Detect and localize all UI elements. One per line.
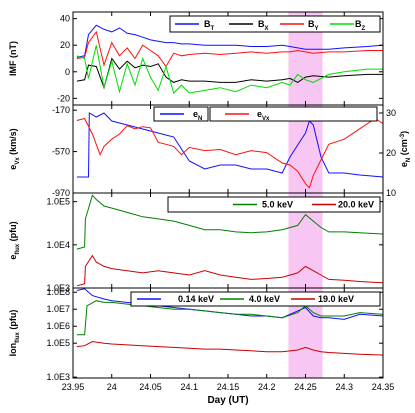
legend-box: [209, 106, 378, 122]
legend-box: [167, 196, 381, 213]
x-tick-label: 24.2: [258, 382, 276, 392]
plain-text: e: [8, 255, 18, 260]
series-line-b-y: [76, 30, 383, 68]
plain-text: 20.0 keV: [338, 200, 374, 210]
x-axis-label: Day (UT): [207, 395, 248, 406]
plain-text: B: [355, 19, 362, 29]
series-line-e-vx: [76, 117, 384, 189]
plain-text: B: [308, 19, 315, 29]
legend-label: BZ: [355, 19, 366, 32]
series-line-19-0-kev: [76, 340, 384, 356]
y-tick-label: 0: [65, 67, 70, 77]
subscript-text: N: [198, 116, 202, 122]
plain-text: 19.0 keV: [318, 294, 354, 304]
legend-label: 5.0 keV: [262, 200, 293, 210]
plain-text: 5.0 keV: [262, 200, 293, 210]
series-line-b-z: [76, 45, 383, 94]
y-tick-label: 1.0E7: [46, 304, 70, 314]
legend-box: [130, 291, 381, 307]
right-y-tick-label: 20: [386, 148, 396, 158]
subscript-text: Y: [315, 26, 319, 32]
plain-text: (pfu): [8, 221, 18, 244]
y-tick-label: 20: [60, 40, 70, 50]
legend-label: 20.0 keV: [338, 200, 374, 210]
plain-text: (cm: [399, 139, 409, 158]
x-tick-label: 24.15: [217, 382, 240, 392]
series-line-5-0-kev: [76, 194, 384, 250]
legend-label: 0.14 keV: [178, 294, 214, 304]
data-layer: [76, 24, 384, 356]
y-tick-label: 1.0E6: [46, 321, 70, 331]
plain-text: IMF (nT): [8, 41, 18, 76]
x-tick-label: 23.95: [62, 382, 85, 392]
subscript-text: N: [406, 158, 412, 162]
right-y-tick-label: 30: [386, 108, 396, 118]
subscript-text: Z: [362, 26, 366, 32]
legend-label: BT: [204, 19, 215, 32]
y-tick-label: 1.0E5: [46, 338, 70, 348]
right-y-tick-label: 10: [386, 188, 396, 198]
y-tick-label: 1.0E5: [46, 197, 70, 207]
y-axis-label: IMF (nT): [8, 41, 18, 76]
y-tick-label: 1.0E3: [46, 372, 70, 382]
series-line-b-t: [76, 24, 384, 58]
series-line-b-x: [76, 57, 383, 90]
subscript-text: X: [265, 26, 269, 32]
y-tick-label: -570: [52, 147, 70, 157]
legend-box: [169, 15, 381, 33]
plain-text: 4.0 keV: [249, 294, 280, 304]
plain-text: ): [399, 131, 409, 134]
plain-text: (pfu): [8, 310, 18, 333]
y-tick-label: 40: [60, 14, 70, 24]
plain-text: Ion: [8, 343, 18, 357]
y-tick-label: -970: [52, 188, 70, 198]
x-tick-label: 24.25: [294, 382, 317, 392]
plain-text: B: [204, 19, 211, 29]
subscript-text: flux: [15, 243, 21, 254]
subscript-text: Vx: [15, 157, 21, 165]
plain-text: 0.14 keV: [178, 294, 214, 304]
legend-label: 19.0 keV: [318, 294, 354, 304]
plain-text: e: [8, 165, 18, 170]
plain-text: (km/s): [8, 128, 18, 157]
y-tick-label: 1.0E3: [46, 283, 70, 293]
right-y-axis-label: eN (cm-3): [399, 131, 412, 167]
x-tick-label: 24.1: [180, 382, 198, 392]
y-tick-label: -170: [52, 105, 70, 115]
x-tick-label: 24.05: [139, 382, 162, 392]
series-line-e-n: [76, 112, 384, 178]
plain-text: e: [193, 109, 198, 119]
legend-label: BY: [308, 19, 319, 32]
subscript-text: Vx: [262, 116, 270, 122]
plain-text: B: [258, 19, 265, 29]
superscript-text: -3: [400, 133, 406, 139]
y-axis-label: Ionflux (pfu): [8, 310, 21, 357]
y-tick-label: 1.0E4: [46, 240, 70, 250]
subscript-text: T: [211, 26, 215, 32]
x-tick-label: 24.3: [335, 382, 353, 392]
series-line-4-0-kev: [76, 300, 384, 336]
x-tick-label: 24.35: [372, 382, 395, 392]
legend-label: 4.0 keV: [249, 294, 280, 304]
y-tick-label: 1.0E8: [46, 287, 70, 297]
plain-text: e: [257, 109, 262, 119]
subscript-text: flux: [15, 332, 21, 343]
series-line-20-0-kev: [76, 254, 384, 287]
legend-label: BX: [258, 19, 269, 32]
legend-label: eN: [193, 109, 202, 122]
x-tick-label: 24: [107, 382, 117, 392]
y-axis-label: eVx (km/s): [8, 128, 21, 169]
plain-text: e: [399, 162, 409, 167]
y-tick-label: -20: [57, 93, 70, 103]
y-axis-label: eflux (pfu): [8, 221, 21, 259]
legend-label: eVx: [257, 109, 270, 122]
